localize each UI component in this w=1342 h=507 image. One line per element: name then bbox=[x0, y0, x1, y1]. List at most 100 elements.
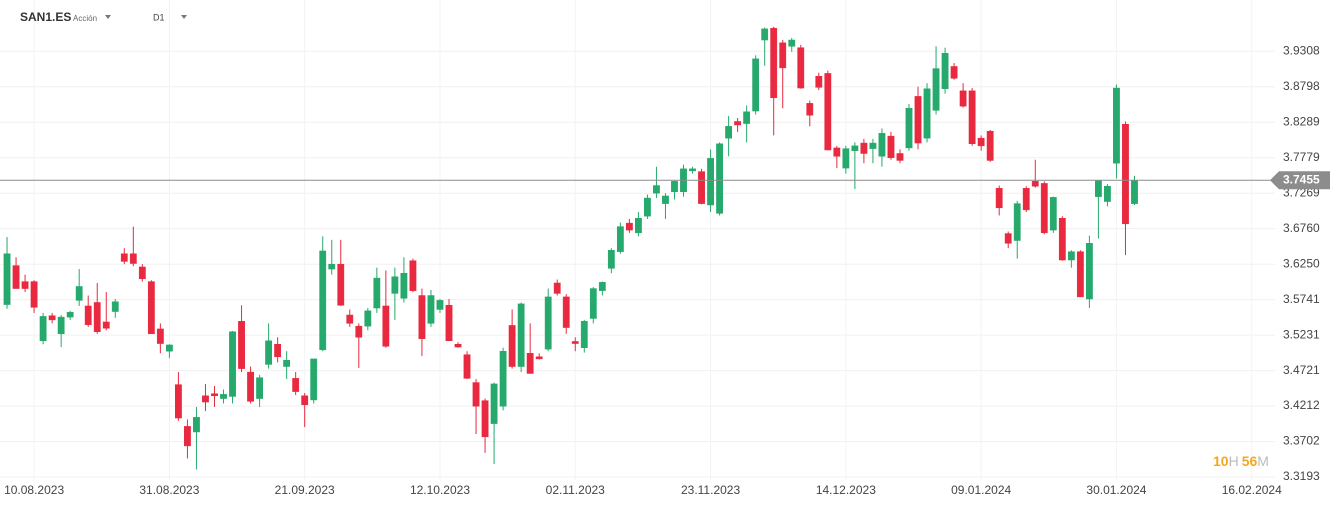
y-tick-label: 3.5741 bbox=[1283, 292, 1320, 306]
candle-body bbox=[418, 295, 426, 339]
candle-body bbox=[499, 350, 507, 407]
y-tick-label: 3.3702 bbox=[1283, 434, 1320, 448]
candle-body bbox=[202, 395, 209, 403]
instrument-type: Acción bbox=[73, 14, 97, 23]
candle-body bbox=[220, 394, 227, 399]
candle-body bbox=[860, 142, 868, 154]
y-tick-label: 3.4721 bbox=[1283, 363, 1320, 377]
symbol: SAN1.ES bbox=[20, 10, 71, 24]
candle-body bbox=[292, 378, 300, 392]
y-tick-label: 3.7779 bbox=[1283, 150, 1320, 164]
candle-body bbox=[409, 260, 417, 291]
candle-body bbox=[1067, 251, 1075, 261]
candle-body bbox=[75, 286, 83, 301]
y-tick-label: 3.5231 bbox=[1283, 327, 1320, 341]
candle-body bbox=[571, 341, 579, 344]
candle-body bbox=[887, 135, 895, 158]
candle-body bbox=[147, 281, 155, 335]
candle-body bbox=[788, 39, 796, 47]
candle-body bbox=[256, 377, 263, 399]
dropdown-caret[interactable] bbox=[181, 15, 187, 19]
y-tick-label: 3.8798 bbox=[1283, 79, 1320, 93]
candle-body bbox=[1131, 180, 1138, 204]
candle-body bbox=[427, 295, 435, 324]
y-tick-label: 3.3193 bbox=[1283, 469, 1320, 483]
candle-body bbox=[454, 343, 462, 348]
candle-body bbox=[779, 42, 787, 69]
candle-body bbox=[842, 148, 850, 169]
candle-body bbox=[752, 58, 760, 112]
candle-body bbox=[48, 315, 56, 321]
candle-body bbox=[346, 314, 354, 324]
candle-body bbox=[1049, 197, 1057, 231]
candle-body bbox=[562, 296, 570, 328]
x-tick-label: 14.12.2023 bbox=[816, 483, 876, 497]
candle-body bbox=[156, 328, 164, 344]
candle-body bbox=[526, 353, 534, 374]
candle-body bbox=[1040, 183, 1048, 234]
candle-body bbox=[535, 356, 543, 360]
candle-body bbox=[120, 253, 128, 262]
candle-body bbox=[914, 96, 922, 144]
x-tick-label: 02.11.2023 bbox=[546, 483, 605, 497]
candle-body bbox=[184, 426, 191, 447]
candle-body bbox=[932, 68, 940, 111]
candle-body bbox=[824, 73, 832, 151]
x-tick-label: 21.09.2023 bbox=[275, 483, 335, 497]
candle-body bbox=[707, 158, 714, 206]
candle-body bbox=[436, 300, 444, 310]
candle-body bbox=[689, 168, 696, 172]
candle-body bbox=[851, 145, 859, 151]
candle-body bbox=[968, 90, 976, 145]
countdown-hours-unit: H bbox=[1229, 453, 1239, 469]
candle-body bbox=[950, 66, 958, 79]
candle-body bbox=[1122, 124, 1129, 225]
candle-body bbox=[472, 382, 480, 407]
candle-body bbox=[463, 354, 471, 379]
y-tick-label: 3.6760 bbox=[1283, 221, 1320, 235]
candle-body bbox=[400, 272, 408, 299]
candle-body bbox=[319, 250, 327, 351]
candle-body bbox=[797, 47, 805, 89]
dropdown-caret[interactable] bbox=[105, 15, 111, 19]
candle-body bbox=[1085, 243, 1093, 300]
candle-body bbox=[625, 222, 633, 231]
candle-body bbox=[616, 226, 624, 252]
x-tick-label: 31.08.2023 bbox=[139, 483, 199, 497]
candle-body bbox=[508, 325, 516, 367]
candle-body bbox=[607, 250, 615, 269]
candle-body bbox=[238, 321, 245, 369]
candle-body bbox=[869, 142, 877, 149]
candle-body bbox=[761, 28, 769, 41]
candles bbox=[3, 26, 1138, 470]
candle-body bbox=[84, 305, 92, 326]
candle-body bbox=[1076, 251, 1084, 298]
candle-body bbox=[1004, 233, 1012, 244]
countdown: 10H 56M bbox=[1213, 453, 1269, 469]
candle-body bbox=[165, 344, 173, 352]
candle-body bbox=[328, 263, 336, 270]
candle-body bbox=[734, 121, 742, 126]
candle-body bbox=[896, 153, 904, 161]
candle-body bbox=[373, 277, 381, 309]
candle-body bbox=[129, 253, 137, 264]
candle-body bbox=[635, 217, 642, 234]
candle-body bbox=[517, 303, 525, 367]
grid bbox=[0, 0, 1275, 480]
timeframe[interactable]: D1 bbox=[153, 12, 165, 22]
last-price-tag bbox=[1270, 171, 1330, 190]
candle-body bbox=[382, 305, 390, 347]
x-tick-label: 30.01.2024 bbox=[1086, 483, 1146, 497]
candle-body bbox=[977, 137, 985, 147]
y-tick-label: 3.8289 bbox=[1283, 114, 1320, 128]
candle-body bbox=[229, 331, 236, 397]
candle-body bbox=[490, 383, 498, 424]
candle-body bbox=[941, 53, 949, 90]
candle-body bbox=[12, 265, 20, 289]
candle-body bbox=[905, 107, 913, 149]
candle-body bbox=[833, 147, 841, 157]
candle-body bbox=[93, 302, 101, 332]
candle-body bbox=[589, 288, 597, 319]
candle-body bbox=[544, 296, 552, 350]
